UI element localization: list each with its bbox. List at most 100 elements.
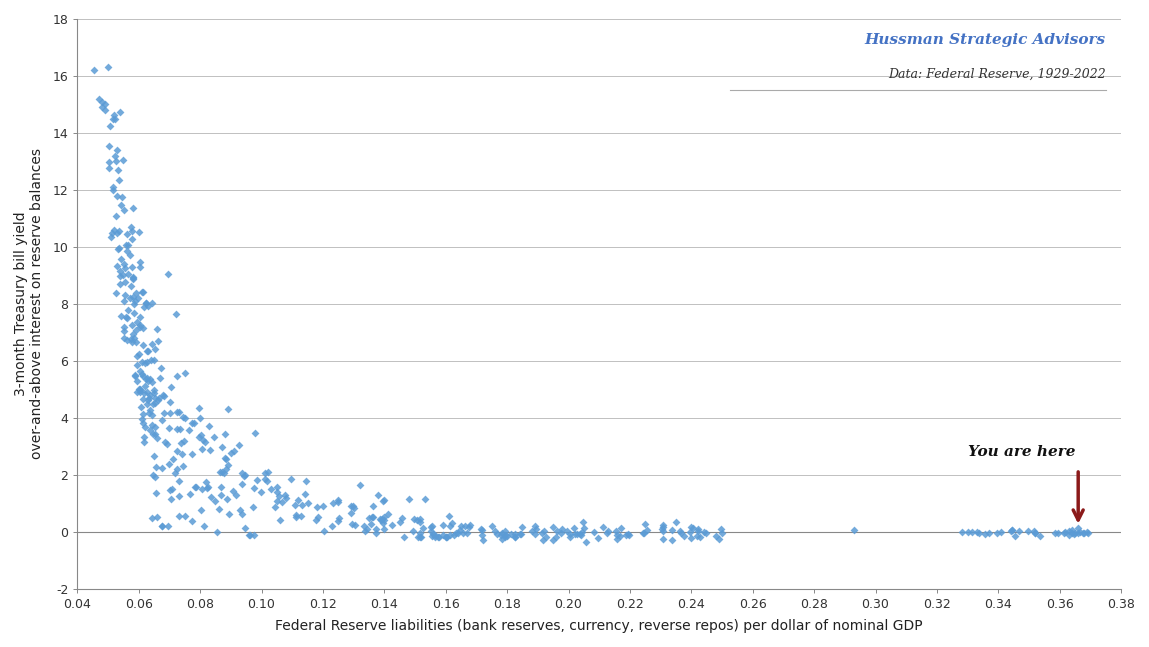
Point xyxy=(654,534,672,544)
Point xyxy=(211,482,230,492)
Point xyxy=(199,482,217,492)
Point xyxy=(107,211,125,221)
Point xyxy=(430,532,448,543)
Point xyxy=(114,192,132,202)
Point xyxy=(108,145,126,155)
Point xyxy=(131,366,149,377)
Point xyxy=(488,529,507,539)
Point xyxy=(129,387,147,397)
Point xyxy=(423,521,441,532)
Point xyxy=(712,528,731,538)
Point xyxy=(963,527,981,538)
Point xyxy=(565,523,584,533)
Point xyxy=(492,530,510,540)
Point xyxy=(376,523,394,534)
Point xyxy=(167,467,185,477)
Point xyxy=(691,532,709,542)
Point xyxy=(122,334,140,345)
Point xyxy=(108,228,126,239)
Point xyxy=(472,524,491,534)
Point xyxy=(416,494,434,504)
Point xyxy=(364,512,383,522)
Point xyxy=(653,524,671,534)
Point xyxy=(111,279,130,289)
Point xyxy=(608,533,626,543)
Point xyxy=(140,389,159,400)
Point xyxy=(267,501,285,512)
Point xyxy=(296,476,315,487)
Point xyxy=(163,454,182,464)
Text: Hussman Strategic Advisors: Hussman Strategic Advisors xyxy=(864,33,1105,47)
Point xyxy=(1026,528,1044,538)
Point xyxy=(168,407,186,417)
Point xyxy=(245,529,263,540)
Point xyxy=(176,413,194,423)
Point xyxy=(216,464,234,474)
Point xyxy=(403,526,422,536)
Point xyxy=(438,532,456,543)
Point xyxy=(140,424,159,435)
Point xyxy=(410,514,429,524)
Point xyxy=(525,529,543,540)
Point xyxy=(324,498,342,508)
Point xyxy=(139,395,157,405)
Point xyxy=(345,502,363,512)
Point xyxy=(124,292,142,302)
Point xyxy=(236,470,254,480)
Point xyxy=(216,429,234,439)
Point xyxy=(153,521,171,531)
Point xyxy=(144,470,162,480)
Point xyxy=(134,371,153,381)
Point xyxy=(213,441,231,452)
Point xyxy=(287,512,306,522)
Point xyxy=(137,374,155,384)
Point xyxy=(1063,525,1081,536)
Point xyxy=(533,528,552,538)
Point xyxy=(662,525,680,536)
Point xyxy=(255,468,273,478)
Point xyxy=(159,269,177,280)
Point xyxy=(185,419,203,429)
Point xyxy=(663,535,681,545)
Point xyxy=(130,387,148,397)
Point xyxy=(506,532,524,542)
Point xyxy=(270,515,288,525)
Point xyxy=(440,530,458,540)
Point xyxy=(213,466,231,477)
Point xyxy=(161,397,179,407)
Point xyxy=(1025,526,1043,536)
Point xyxy=(123,320,141,330)
Point xyxy=(241,529,260,540)
Point xyxy=(132,402,151,412)
Point xyxy=(231,505,249,515)
Point xyxy=(108,191,126,201)
Point xyxy=(526,524,545,534)
Point xyxy=(237,523,255,534)
Point xyxy=(95,99,114,109)
Point xyxy=(139,300,157,311)
Point xyxy=(228,490,246,500)
Point xyxy=(1055,527,1073,538)
Point xyxy=(449,527,468,538)
Point xyxy=(363,501,381,511)
Point xyxy=(1063,528,1081,538)
Point xyxy=(90,94,108,104)
Text: You are here: You are here xyxy=(967,445,1075,459)
Point xyxy=(574,517,593,527)
Point xyxy=(168,463,186,474)
Point xyxy=(286,499,304,510)
Point xyxy=(1059,530,1078,540)
Point xyxy=(187,482,206,492)
Point xyxy=(970,528,988,538)
Point xyxy=(114,270,132,280)
Point xyxy=(512,529,531,540)
Point xyxy=(355,521,373,531)
Point xyxy=(103,182,122,193)
Point xyxy=(124,203,142,214)
Point xyxy=(414,523,432,533)
Point xyxy=(672,527,691,538)
Point xyxy=(172,438,191,448)
Point xyxy=(360,512,378,523)
Point xyxy=(134,388,153,398)
Point xyxy=(434,530,453,540)
